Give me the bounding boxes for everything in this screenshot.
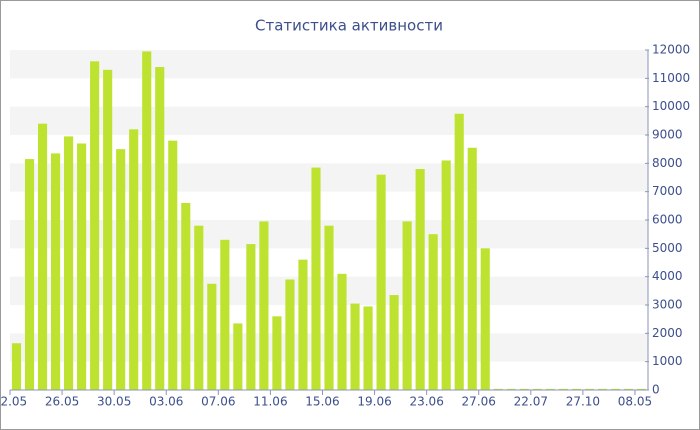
x-tick-label: 22.05 — [0, 395, 27, 409]
bar — [168, 140, 178, 390]
y-tick-label: 2000 — [652, 326, 683, 340]
bar — [363, 306, 373, 390]
x-tick-label: 27.10 — [566, 395, 600, 409]
bar — [129, 129, 139, 391]
bar — [77, 143, 87, 390]
y-tick-label: 12000 — [652, 43, 690, 57]
bar — [493, 388, 503, 390]
bar — [584, 388, 594, 390]
bar — [402, 221, 412, 390]
bar — [480, 248, 490, 390]
y-tick-label: 5000 — [652, 241, 683, 255]
bar — [11, 343, 22, 390]
bar — [623, 388, 634, 390]
y-tick-label: 9000 — [652, 128, 683, 142]
x-tick-label: 26.05 — [45, 395, 79, 409]
bar — [298, 259, 308, 390]
bar — [428, 234, 438, 390]
bar — [519, 388, 529, 390]
grid-band — [10, 106, 648, 135]
y-tick-label: 3000 — [652, 298, 683, 312]
bar — [233, 323, 243, 390]
y-tick-label: 7000 — [652, 184, 683, 198]
x-tick-label: 15.06 — [305, 395, 339, 409]
bar — [506, 388, 516, 390]
x-tick-label: 19.06 — [357, 395, 391, 409]
bar — [441, 160, 451, 390]
y-tick-label: 1000 — [652, 354, 683, 368]
bar — [324, 225, 334, 390]
bar — [285, 279, 295, 390]
bar — [454, 113, 464, 390]
bar — [246, 244, 256, 390]
x-tick-label: 30.05 — [97, 395, 131, 409]
bar — [389, 295, 399, 390]
bar — [532, 388, 542, 390]
bar — [207, 283, 217, 390]
bar — [545, 388, 555, 390]
x-tick-label: 27.06 — [462, 395, 496, 409]
y-tick-label: 4000 — [652, 269, 683, 283]
bar — [376, 174, 386, 390]
x-tick-label: 03.06 — [149, 395, 183, 409]
bar — [597, 388, 607, 390]
bar — [155, 67, 165, 390]
bar — [64, 136, 74, 390]
grid-band — [10, 50, 648, 79]
x-tick-label: 22.07 — [514, 395, 548, 409]
x-tick-label: 07.06 — [201, 395, 235, 409]
bar — [272, 316, 282, 390]
bar — [636, 388, 647, 390]
bar — [259, 221, 269, 390]
x-tick-label: 08.05 — [618, 395, 652, 409]
y-tick-label: 6000 — [652, 213, 683, 227]
y-tick-label: 11000 — [652, 71, 690, 85]
bar — [610, 388, 621, 390]
x-tick-label: 11.06 — [253, 395, 287, 409]
bar — [350, 303, 360, 390]
bar — [311, 167, 321, 390]
bar — [103, 69, 113, 390]
y-tick-label: 8000 — [652, 156, 683, 170]
bar — [220, 239, 230, 390]
bar — [415, 169, 425, 390]
bar — [571, 388, 581, 390]
bar — [24, 159, 35, 390]
bar — [181, 203, 191, 390]
bar — [558, 388, 568, 390]
bar — [337, 273, 347, 390]
chart-title: Статистика активности — [255, 17, 443, 35]
bar — [37, 123, 48, 391]
bar — [467, 147, 477, 390]
y-tick-label: 0 — [652, 383, 660, 397]
y-tick-label: 10000 — [652, 99, 690, 113]
bar — [142, 51, 152, 391]
x-tick-label: 23.06 — [409, 395, 443, 409]
bar — [194, 225, 204, 390]
bar — [51, 153, 61, 390]
bar — [116, 149, 126, 390]
bar — [90, 61, 100, 390]
